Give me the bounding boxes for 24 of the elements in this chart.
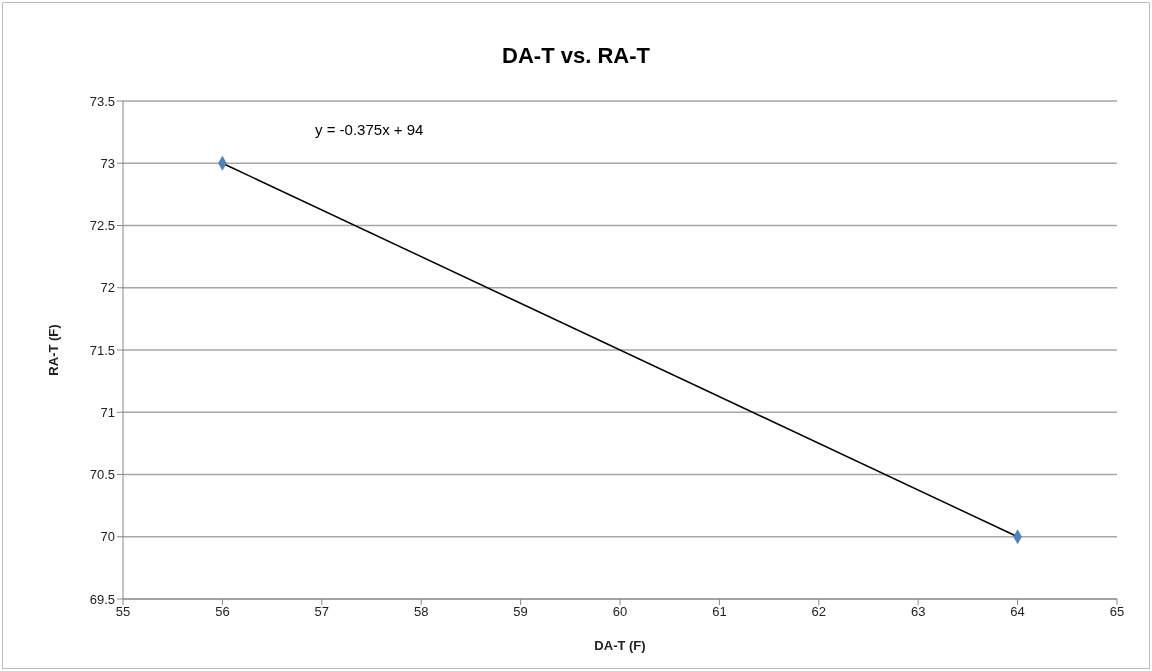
y-tick-label: 73.5 — [89, 93, 115, 109]
y-tick-label: 72.5 — [89, 218, 115, 234]
x-tick-label: 62 — [811, 604, 827, 620]
x-tick-label: 63 — [910, 604, 926, 620]
y-tick-label: 70 — [100, 529, 115, 545]
x-tick-label: 55 — [115, 604, 131, 620]
x-tick-label: 56 — [215, 604, 230, 620]
chart-title: DA-T vs. RA-T — [501, 43, 651, 69]
x-tick-label: 60 — [612, 604, 628, 620]
y-tick-label: 70.5 — [89, 467, 115, 483]
x-tick-label: 59 — [513, 604, 528, 620]
x-tick-label: 58 — [413, 604, 429, 620]
x-tick-label: 65 — [1109, 604, 1125, 620]
y-tick-label: 71.5 — [89, 342, 115, 358]
x-axis-title: DA-T (F) — [594, 638, 646, 653]
y-axis-title: RA-T (F) — [45, 324, 61, 376]
y-tick-label: 73 — [100, 155, 115, 171]
annotation: y = -0.375x + 94 — [315, 121, 424, 138]
y-tick-label: 72 — [100, 280, 115, 296]
y-tick-label: 71 — [100, 404, 115, 420]
y-tick-label: 69.5 — [89, 591, 115, 607]
x-tick-label: 64 — [1010, 604, 1025, 620]
x-tick-label: 61 — [712, 604, 727, 620]
x-tick-label: 57 — [314, 604, 330, 620]
